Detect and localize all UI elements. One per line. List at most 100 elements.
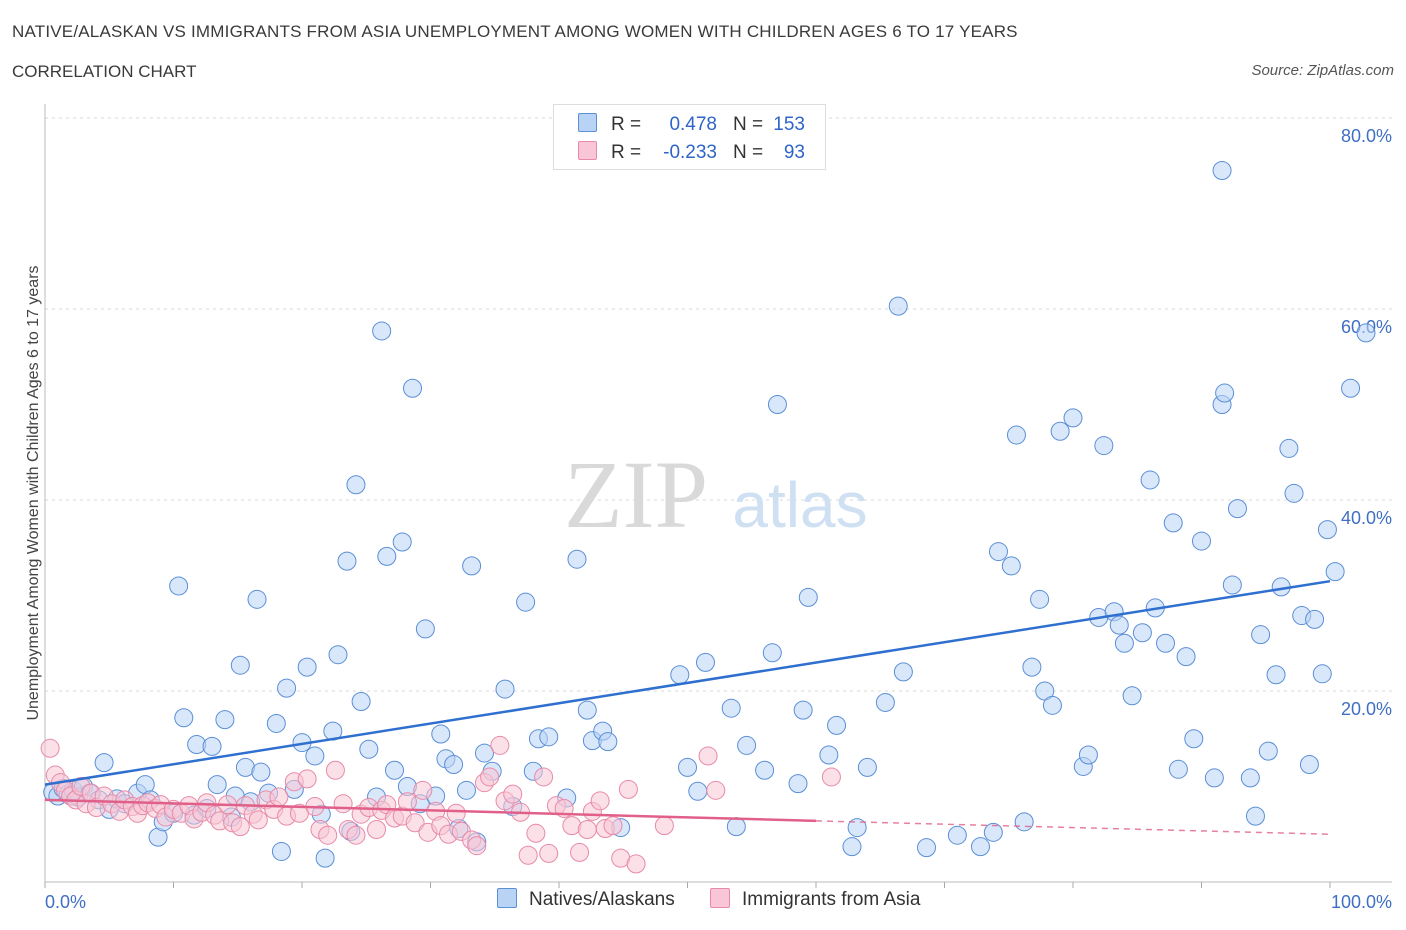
- data-point-natives: [266, 713, 286, 733]
- y-tick-label: 80.0%: [1341, 126, 1392, 146]
- data-point-natives: [1299, 755, 1319, 775]
- data-point-immigrants: [698, 746, 718, 766]
- data-point-immigrants: [325, 760, 345, 780]
- data-point-natives: [857, 757, 877, 777]
- data-point-natives: [1109, 615, 1129, 635]
- legend-swatch-immigrants: [578, 141, 597, 160]
- data-point-immigrants: [490, 735, 510, 755]
- data-point-natives: [1094, 436, 1114, 456]
- data-point-natives: [202, 736, 222, 756]
- data-point-natives: [1042, 695, 1062, 715]
- data-point-natives: [247, 589, 267, 609]
- legend-row-immigrants: R = -0.233 N = 93: [578, 141, 805, 165]
- data-point-natives: [847, 818, 867, 838]
- data-point-immigrants: [230, 817, 250, 837]
- data-point-natives: [798, 587, 818, 607]
- x-tick-labels: 0.0% 100.0%: [45, 892, 1392, 912]
- data-point-natives: [297, 657, 317, 677]
- data-point-natives: [1022, 657, 1042, 677]
- y-tick-labels: 20.0%40.0%60.0%80.0%: [1341, 126, 1392, 719]
- data-point-natives: [271, 841, 291, 861]
- grid-lines: [45, 117, 1392, 692]
- legend-n-value: 153: [773, 114, 805, 135]
- data-point-natives: [174, 708, 194, 728]
- data-point-natives: [1325, 562, 1345, 582]
- data-point-natives: [875, 692, 895, 712]
- data-point-natives: [1163, 513, 1183, 533]
- data-point-natives: [1222, 575, 1242, 595]
- data-point-natives: [726, 817, 746, 837]
- chart-subtitle: CORRELATION CHART: [12, 62, 197, 81]
- legend-n-label: N =: [733, 142, 764, 163]
- data-point-immigrants: [518, 845, 538, 865]
- data-point-natives: [1006, 425, 1026, 445]
- data-point-immigrants: [346, 825, 366, 845]
- data-point-natives: [1132, 623, 1152, 643]
- data-point-natives: [755, 760, 775, 780]
- data-point-immigrants: [480, 767, 500, 787]
- data-point-natives: [462, 556, 482, 576]
- data-point-immigrants: [706, 780, 726, 800]
- data-point-immigrants: [590, 791, 610, 811]
- trend-line-natives: [44, 579, 1331, 786]
- data-point-natives: [169, 576, 189, 596]
- legend-swatch-natives: [497, 888, 517, 908]
- legend-item-natives: Natives/Alaskans: [497, 888, 675, 911]
- legend-r-value: -0.233: [663, 142, 717, 163]
- data-point-natives: [598, 732, 618, 752]
- data-point-natives: [337, 551, 357, 571]
- data-point-natives: [688, 781, 708, 801]
- data-point-immigrants: [534, 767, 554, 787]
- data-point-natives: [917, 838, 937, 858]
- data-point-natives: [539, 727, 559, 747]
- data-point-natives: [230, 655, 250, 675]
- data-point-immigrants: [821, 767, 841, 787]
- data-point-natives: [1184, 729, 1204, 749]
- data-point-immigrants: [318, 825, 338, 845]
- data-point-natives: [1305, 609, 1325, 629]
- data-point-natives: [1317, 520, 1337, 540]
- chart-title: NATIVE/ALASKAN VS IMMIGRANTS FROM ASIA U…: [12, 22, 1018, 41]
- data-point-natives: [1266, 665, 1286, 685]
- data-point-immigrants: [446, 803, 466, 823]
- data-point-natives: [1050, 421, 1070, 441]
- legend-row-natives: R = 0.478 N = 153: [578, 113, 805, 137]
- data-point-natives: [788, 774, 808, 794]
- data-point-natives: [415, 619, 435, 639]
- series-immigrants-points: [40, 735, 841, 874]
- data-point-natives: [678, 757, 697, 777]
- x-tick-label: 100.0%: [1331, 892, 1392, 912]
- data-point-natives: [1078, 745, 1098, 765]
- series-legend: Natives/Alaskans Immigrants from Asia: [497, 888, 950, 911]
- trend-line-immigrants: [44, 798, 817, 823]
- data-point-natives: [819, 745, 839, 765]
- data-point-natives: [315, 848, 335, 868]
- data-point-natives: [456, 780, 476, 800]
- stats-legend: R = 0.478 N = 153 R = -0.233 N = 93: [553, 104, 826, 170]
- data-point-natives: [970, 837, 990, 857]
- data-point-immigrants: [397, 792, 417, 812]
- data-point-natives: [1227, 499, 1247, 519]
- data-point-natives: [1192, 531, 1211, 551]
- data-point-immigrants: [333, 794, 353, 814]
- data-point-natives: [495, 679, 515, 699]
- legend-label-natives: Natives/Alaskans: [529, 889, 675, 910]
- data-point-natives: [94, 753, 114, 773]
- data-point-natives: [359, 739, 379, 759]
- data-point-natives: [842, 837, 862, 857]
- data-point-natives: [251, 762, 271, 782]
- data-point-immigrants: [603, 816, 623, 836]
- data-point-natives: [888, 296, 908, 316]
- legend-r-label: R =: [611, 114, 642, 135]
- data-point-natives: [277, 678, 297, 698]
- data-point-natives: [1030, 589, 1050, 609]
- data-point-immigrants: [413, 780, 433, 800]
- data-point-immigrants: [248, 810, 268, 830]
- data-point-natives: [1284, 483, 1304, 503]
- data-point-natives: [1215, 383, 1235, 403]
- data-point-immigrants: [570, 842, 590, 862]
- watermark: ZIP atlas: [564, 441, 868, 548]
- data-point-natives: [385, 760, 405, 780]
- data-point-natives: [351, 692, 371, 712]
